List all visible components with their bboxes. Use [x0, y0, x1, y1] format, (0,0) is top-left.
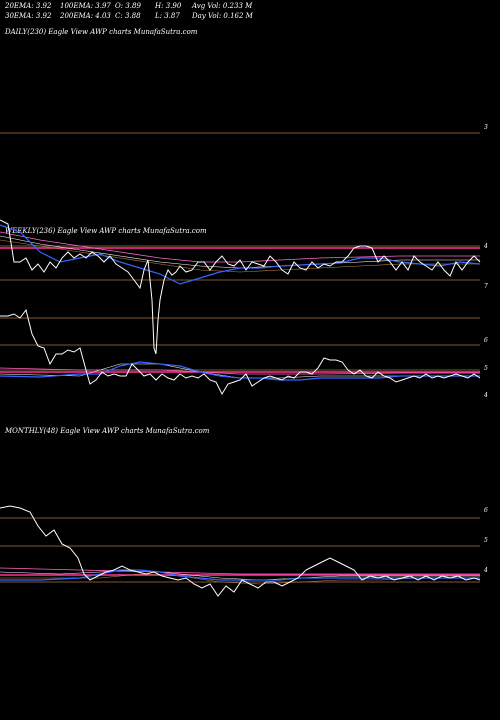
- monthly-tick-4: 4: [483, 567, 488, 574]
- monthly-chart: 6 5 4: [0, 505, 488, 597]
- monthly-ema-magenta: [0, 567, 480, 575]
- stat-high: H: 3.90: [155, 2, 182, 10]
- monthly-chart-title: MONTHLY(48) Eagle View AWP charts Munafa…: [5, 427, 210, 435]
- stat-day-vol: Day Vol: 0.162 M: [192, 12, 253, 20]
- monthly-tick-5: 5: [484, 537, 488, 544]
- daily-chart: 3: [0, 124, 488, 134]
- weekly-price-upper: [0, 219, 481, 355]
- monthly-price: [0, 505, 481, 597]
- weekly-ema-blue-lower: [0, 361, 480, 381]
- weekly-tick-6: 6: [484, 337, 488, 344]
- stat-low: L: 3.87: [155, 12, 180, 20]
- stats-header: 20EMA: 3.92 100EMA: 3.97 O: 3.89 H: 3.90…: [5, 1, 305, 21]
- stat-200ema: 200EMA: 4.03: [60, 12, 111, 20]
- stat-close: C: 3.88: [115, 12, 141, 20]
- weekly-tick-7: 7: [484, 283, 488, 290]
- stats-row-2: 30EMA: 3.92 200EMA: 4.03 C: 3.88 L: 3.87…: [5, 11, 305, 21]
- weekly-ema-magenta-lower: [0, 367, 480, 375]
- stat-open: O: 3.89: [115, 2, 141, 10]
- weekly-price-lower: [0, 308, 481, 396]
- weekly-tick-4a: 4: [483, 243, 488, 250]
- daily-tick-3: 3: [484, 124, 488, 131]
- monthly-tick-6: 6: [484, 507, 488, 514]
- weekly-chart: 4 7 6 5 4: [0, 219, 488, 399]
- weekly-tick-4b: 4: [483, 392, 488, 399]
- weekly-tick-5: 5: [484, 365, 488, 372]
- weekly-ema-blue-upper: [0, 224, 481, 285]
- stat-20ema: 20EMA: 3.92: [5, 2, 52, 10]
- stat-30ema: 30EMA: 3.92: [5, 12, 52, 20]
- daily-chart-title: DAILY(230) Eagle View AWP charts MunafaS…: [5, 28, 198, 36]
- stat-avg-vol: Avg Vol: 0.233 M: [192, 2, 253, 10]
- stat-100ema: 100EMA: 3.97: [60, 2, 111, 10]
- monthly-ema-blue: [0, 569, 480, 581]
- weekly-chart-title: WEEKLY(236) Eagle View AWP charts Munafa…: [5, 227, 207, 235]
- stats-row-1: 20EMA: 3.92 100EMA: 3.97 O: 3.89 H: 3.90…: [5, 1, 305, 11]
- weekly-ema-magenta-upper: [0, 231, 480, 263]
